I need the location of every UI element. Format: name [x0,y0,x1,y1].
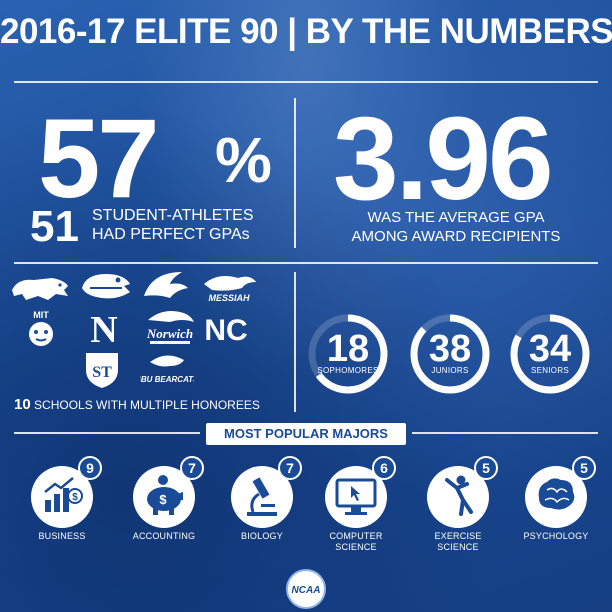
major-label-line1: BIOLOGY [241,531,283,541]
class-label: SENIORS [530,366,570,375]
st-thomas-logo-icon: ST [86,353,118,388]
divider-vertical-top [294,98,296,248]
average-gpa-caption-line2: AMONG AWARD RECIPIENTS [351,228,561,245]
average-gpa-caption-line1: WAS THE AVERAGE GPA [367,209,545,226]
major-count-badge: 9 [78,456,102,480]
razorback-logo-icon [12,278,68,300]
unc-logo-text: NC [204,314,247,346]
divider-majors-right [412,432,598,434]
major-label-line1: PSYCHOLOGY [523,531,589,541]
gator-logo-icon [82,274,130,299]
average-gpa-caption: WAS THE AVERAGE GPA AMONG AWARD RECIPIEN… [300,208,612,246]
ring-graphic [308,314,388,394]
st-thomas-logo-text: ST [92,364,112,381]
percent-perfect-gpa: 57 [38,96,160,221]
perfect-gpa-count: 51 [30,202,79,251]
ring-fill [308,314,388,394]
major-count-badge: 7 [278,456,302,480]
major-label: EXERCISE SCIENCE [408,531,508,553]
majors-title: MOST POPULAR MAJORS [206,423,406,445]
schools-count: 10 [14,396,31,413]
schools-caption-text: SCHOOLS WITH MULTIPLE HONOREES [34,398,260,412]
perfect-gpa-caption-line2: HAD PERFECT GPAs [92,226,250,243]
major-label: BIOLOGY [212,531,312,542]
class-label: SOPHOMORES [317,366,379,375]
major-label: COMPUTER SCIENCE [306,531,406,553]
class-count: 38 [428,328,472,370]
major-label-line2: SCIENCE [335,542,377,552]
ring-graphic [510,314,590,394]
schools-caption: 10 SCHOOLS WITH MULTIPLE HONOREES [14,396,260,413]
major-label-line1: EXERCISE [434,531,482,541]
norwich-logo-text: Norwich [146,326,193,341]
class-ring-seniors: 34 SENIORS [510,314,590,394]
messiah-logo-icon: MESSIAH [204,276,256,303]
class-ring-juniors: 38 JUNIORS [410,314,490,394]
eagle-logo-icon [144,272,188,298]
messiah-logo-text: MESSIAH [208,293,250,303]
nebraska-logo-icon: N [90,309,117,348]
major-label-line2: SCIENCE [437,542,479,552]
divider-vertical-middle [294,272,296,412]
major-label-line1: COMPUTER [329,531,383,541]
ring-fill [510,314,590,394]
ncaa-logo: NCAA [286,569,326,609]
page-title: 2016-17 ELITE 90 | BY THE NUMBERS [0,12,612,51]
svg-text:$: $ [72,492,78,503]
major-count-badge: 5 [572,456,596,480]
major-label: BUSINESS [12,531,112,542]
microscope-icon [231,466,293,528]
ring-graphic [410,314,490,394]
major-count-badge: 5 [474,456,498,480]
sbu-logo-text: SBU BEARCATS [140,375,194,384]
nebraska-logo-text: N [90,309,117,348]
class-label: JUNIORS [431,366,469,375]
divider-top [14,81,598,83]
perfect-gpa-caption: STUDENT-ATHLETES HAD PERFECT GPAs [92,206,254,244]
major-count-badge: 7 [180,456,204,480]
major-count-badge: 6 [372,456,396,480]
average-gpa-value: 3.96 [333,93,554,225]
mit-logo-icon: MIT [29,310,53,346]
major-label: PSYCHOLOGY [506,531,606,542]
mit-logo-text: MIT [33,310,49,320]
major-label-line1: BUSINESS [38,531,86,541]
class-ring-sophomores: 18 SOPHOMORES [308,314,388,394]
major-label-line1: ACCOUNTING [132,531,196,541]
perfect-gpa-caption-line1: STUDENT-ATHLETES [92,207,254,224]
major-label: ACCOUNTING [114,531,214,542]
unc-logo-icon: NC [204,314,247,346]
norwich-logo-icon: Norwich [146,311,194,344]
class-count: 18 [326,328,370,370]
sbu-bearcats-logo-icon: SBU BEARCATS [140,355,194,384]
ring-fill [410,314,490,394]
percent-sign: % [215,124,272,196]
class-count: 34 [528,328,572,370]
divider-middle [14,262,598,264]
svg-text:$: $ [159,492,167,507]
divider-majors-left [14,432,200,434]
